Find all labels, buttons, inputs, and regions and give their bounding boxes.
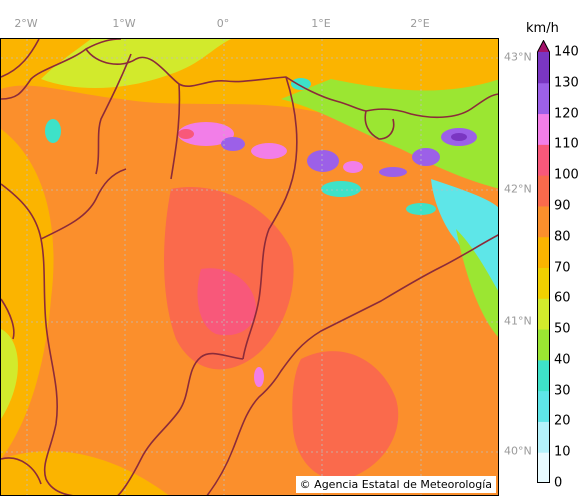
colorbar-tick-label: 20: [554, 413, 571, 429]
colorbar-tick-label: 140: [554, 44, 579, 60]
colorbar-segment: [537, 452, 550, 483]
colorbar-segment: [537, 52, 550, 84]
east-green-zone: [456, 229, 498, 337]
colorbar-tick-label: 60: [554, 290, 571, 306]
colorbar-tick-label: 110: [554, 136, 579, 152]
peak-3: [307, 150, 339, 172]
colorbar-segment: [537, 82, 550, 115]
colorbar-outline: [537, 40, 550, 483]
colorbar-segment: [537, 421, 550, 453]
peak-2: [251, 143, 287, 159]
copyright-notice: © Agencia Estatal de Meteorología: [295, 476, 496, 493]
peak-8: [178, 129, 194, 139]
cyan-streak-3: [321, 181, 361, 197]
lat-label-43n: 43°N: [504, 50, 532, 64]
wind-gust-map[interactable]: © Agencia Estatal de Meteorología: [0, 38, 499, 496]
colorbar-unit-label: km/h: [526, 21, 559, 36]
colorbar-tick-label: 80: [554, 229, 571, 245]
peak-1: [178, 122, 234, 146]
colorbar: [537, 40, 550, 483]
colorbar-tick-label: 50: [554, 321, 571, 337]
lon-label-2e: 2°E: [410, 17, 430, 30]
west-green-zone: [1, 329, 18, 419]
colorbar-segment: [537, 205, 550, 238]
cyan-streak-1: [45, 119, 61, 143]
lon-label-1e: 1°E: [311, 17, 331, 30]
lat-label-41n: 41°N: [504, 314, 532, 328]
colorbar-tick-label: 10: [554, 444, 571, 460]
lon-label-2w: 2°W: [14, 17, 38, 30]
colorbar-tick-label: 90: [554, 198, 571, 214]
colorbar-segment: [537, 175, 550, 207]
colorbar-segment: [537, 329, 550, 361]
lat-label-42n: 42°N: [504, 182, 532, 196]
colorbar-segment: [537, 390, 550, 422]
colorbar-tick-label: 30: [554, 383, 571, 399]
map-canvas: [1, 39, 498, 495]
ebro-core: [197, 268, 256, 336]
peak-1-core: [221, 137, 245, 151]
colorbar-segment: [537, 359, 550, 392]
colorbar-segment: [537, 113, 550, 145]
peak-4: [343, 161, 363, 173]
coast-pink-patch: [254, 367, 264, 387]
boundaries: [1, 39, 498, 495]
colorbar-arrow: [537, 40, 550, 52]
colorbar-tick-label: 100: [554, 167, 579, 183]
lon-label-0: 0°: [216, 17, 230, 30]
colorbar-tick-label: 0: [554, 475, 563, 491]
colorbar-segment: [537, 144, 550, 176]
colorbar-segment: [537, 236, 550, 268]
pyrenees-green: [281, 79, 498, 189]
peak-6: [412, 148, 440, 166]
lat-label-40n: 40°N: [504, 444, 532, 458]
colorbar-segment: [537, 298, 550, 330]
sea-red-zone: [292, 351, 399, 480]
peak-7-core: [451, 133, 467, 141]
colorbar-tick-label: 120: [554, 106, 579, 122]
peak-5: [379, 167, 407, 177]
cyan-streak-2: [291, 78, 311, 90]
colorbar-tick-label: 40: [554, 352, 571, 368]
colorbar-tick-label: 130: [554, 75, 579, 91]
lon-label-1w: 1°W: [112, 17, 136, 30]
colorbar-tick-label: 70: [554, 260, 571, 275]
colorbar-segment: [537, 267, 550, 299]
